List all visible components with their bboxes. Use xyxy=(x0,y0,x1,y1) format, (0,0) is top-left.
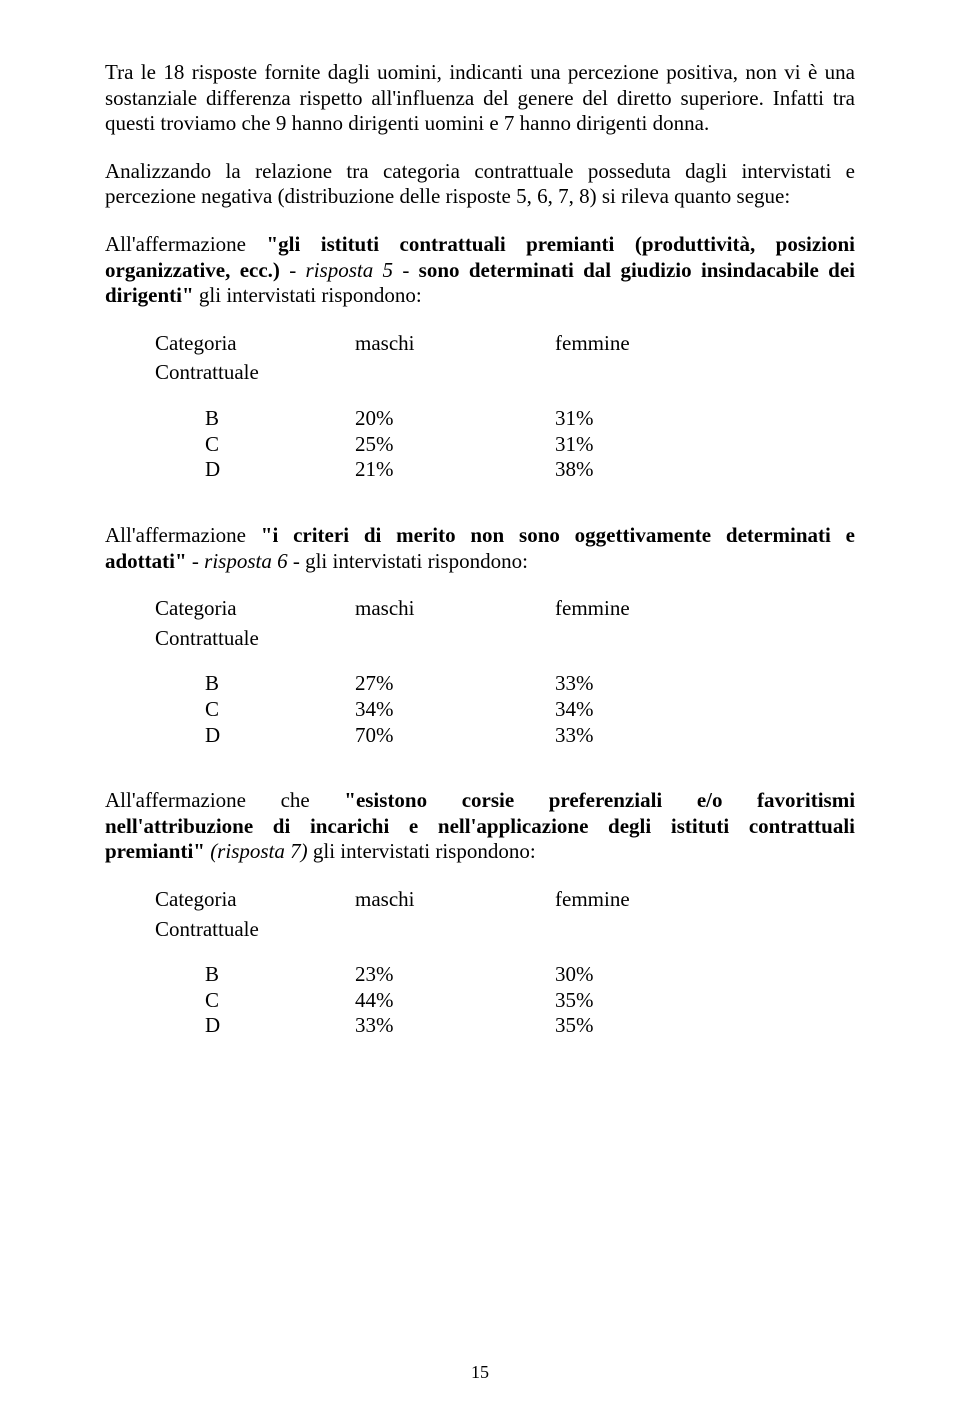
q6-tail: gli intervistati rispondono: xyxy=(305,549,528,573)
col-maschi: maschi xyxy=(355,596,555,622)
cell-cat: C xyxy=(205,432,355,458)
cell-f: 33% xyxy=(555,671,755,697)
table-5-header: Categoria maschi femmine xyxy=(155,331,855,357)
cell-cat: C xyxy=(205,697,355,723)
col-femmine: femmine xyxy=(555,331,755,357)
col-categoria: Categoria xyxy=(155,596,355,622)
cell-m: 21% xyxy=(355,457,555,483)
cell-f: 35% xyxy=(555,1013,755,1039)
cell-f: 31% xyxy=(555,432,755,458)
cell-cat: B xyxy=(205,406,355,432)
cell-f: 31% xyxy=(555,406,755,432)
cell-f: 38% xyxy=(555,457,755,483)
q7-ital: (risposta 7) xyxy=(205,839,313,863)
cell-m: 33% xyxy=(355,1013,555,1039)
q6-lead: All'affermazione xyxy=(105,523,261,547)
cell-m: 20% xyxy=(355,406,555,432)
table-row: C 44% 35% xyxy=(205,988,855,1014)
q7-w1: All'affermazione xyxy=(105,788,246,812)
table-7-header: Categoria maschi femmine xyxy=(155,887,855,913)
table-7: Categoria maschi femmine Contrattuale B … xyxy=(105,887,855,1039)
q6-ital: - risposta 6 - xyxy=(187,549,305,573)
q7-w3: "esistono xyxy=(344,788,427,812)
question-7-intro: All'affermazione che "esistono corsie pr… xyxy=(105,788,855,865)
cell-cat: D xyxy=(205,1013,355,1039)
col-categoria: Categoria xyxy=(155,887,355,913)
cell-cat: C xyxy=(205,988,355,1014)
table-row: B 23% 30% xyxy=(205,962,855,988)
table-row: B 20% 31% xyxy=(205,406,855,432)
q7-line1: All'affermazione che "esistono corsie pr… xyxy=(105,788,855,814)
page-number: 15 xyxy=(0,1362,960,1384)
subheader-contrattuale: Contrattuale xyxy=(155,626,855,652)
question-6-intro: All'affermazione "i criteri di merito no… xyxy=(105,523,855,574)
table-6: Categoria maschi femmine Contrattuale B … xyxy=(105,596,855,748)
q7-w2: che xyxy=(281,788,310,812)
cell-cat: D xyxy=(205,723,355,749)
col-categoria: Categoria xyxy=(155,331,355,357)
cell-cat: D xyxy=(205,457,355,483)
cell-f: 34% xyxy=(555,697,755,723)
document-page: Tra le 18 risposte fornite dagli uomini,… xyxy=(0,0,960,1414)
cell-m: 44% xyxy=(355,988,555,1014)
question-5-intro: All'affermazione "gli istituti contrattu… xyxy=(105,232,855,309)
table-6-header: Categoria maschi femmine xyxy=(155,596,855,622)
cell-m: 27% xyxy=(355,671,555,697)
q5-lead: All'affermazione xyxy=(105,232,266,256)
cell-cat: B xyxy=(205,671,355,697)
col-femmine: femmine xyxy=(555,596,755,622)
table-row: C 34% 34% xyxy=(205,697,855,723)
cell-f: 33% xyxy=(555,723,755,749)
table-row: D 70% 33% xyxy=(205,723,855,749)
table-row: B 27% 33% xyxy=(205,671,855,697)
cell-f: 35% xyxy=(555,988,755,1014)
table-row: C 25% 31% xyxy=(205,432,855,458)
q7-w6: e/o xyxy=(697,788,723,812)
q7-w4: corsie xyxy=(462,788,514,812)
cell-m: 70% xyxy=(355,723,555,749)
table-row: D 21% 38% xyxy=(205,457,855,483)
col-maschi: maschi xyxy=(355,887,555,913)
q7-w5: preferenziali xyxy=(549,788,663,812)
q5-ital: - risposta 5 - xyxy=(280,258,419,282)
subheader-contrattuale: Contrattuale xyxy=(155,917,855,943)
cell-f: 30% xyxy=(555,962,755,988)
cell-m: 34% xyxy=(355,697,555,723)
paragraph-2: Analizzando la relazione tra categoria c… xyxy=(105,159,855,210)
col-femmine: femmine xyxy=(555,887,755,913)
col-maschi: maschi xyxy=(355,331,555,357)
q5-bold2: ) xyxy=(273,258,280,282)
q7-w7: favoritismi xyxy=(757,788,855,812)
table-5: Categoria maschi femmine Contrattuale B … xyxy=(105,331,855,483)
table-row: D 33% 35% xyxy=(205,1013,855,1039)
paragraph-1: Tra le 18 risposte fornite dagli uomini,… xyxy=(105,60,855,137)
cell-m: 23% xyxy=(355,962,555,988)
cell-m: 25% xyxy=(355,432,555,458)
q7-tail: gli intervistati rispondono: xyxy=(313,839,536,863)
q5-tail: gli intervistati rispondono: xyxy=(194,283,422,307)
subheader-contrattuale: Contrattuale xyxy=(155,360,855,386)
cell-cat: B xyxy=(205,962,355,988)
